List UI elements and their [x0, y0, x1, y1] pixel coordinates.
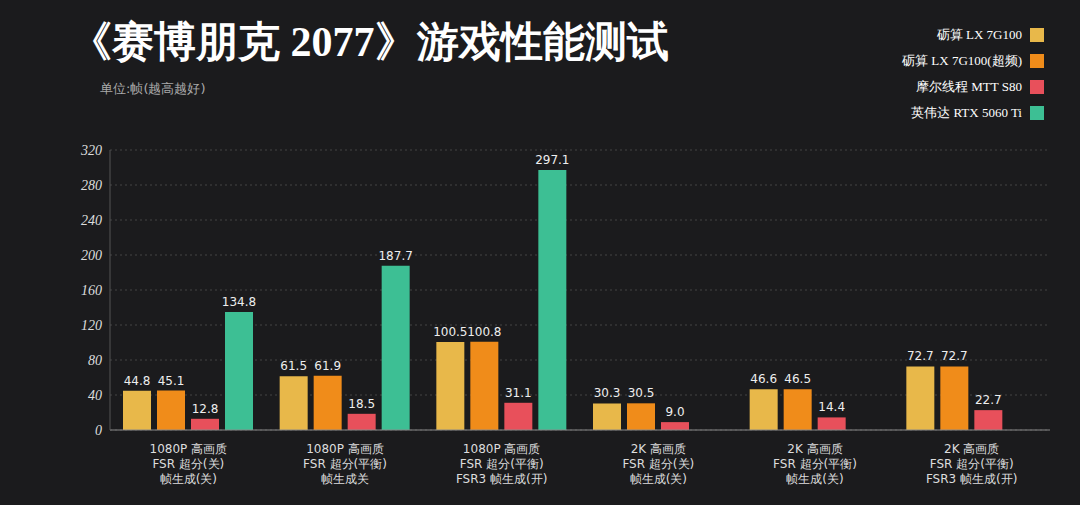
svg-text:46.6: 46.6	[750, 372, 777, 386]
svg-text:134.8: 134.8	[222, 295, 256, 309]
svg-text:31.1: 31.1	[505, 386, 532, 400]
svg-text:72.7: 72.7	[941, 349, 968, 363]
html-text:英伟达 RTX 5060 Ti: 英伟达 RTX 5060 Ti	[911, 105, 1022, 120]
svg-text:200: 200	[81, 248, 102, 263]
svg-text:187.7: 187.7	[378, 249, 412, 263]
svg-text:2K 高画质FSR 超分(平衡)FSR3 帧生成(开): 2K 高画质FSR 超分(平衡)FSR3 帧生成(开)	[926, 442, 1017, 486]
svg-text:320: 320	[80, 143, 102, 158]
svg-text:18.5: 18.5	[348, 397, 375, 411]
svg-text:9.0: 9.0	[665, 405, 684, 419]
svg-text:12.8: 12.8	[192, 402, 219, 416]
svg-text:44.8: 44.8	[124, 374, 151, 388]
html-text:摩尔线程 MTT S80: 摩尔线程 MTT S80	[916, 79, 1022, 94]
svg-text:40: 40	[88, 388, 102, 403]
svg-text:100.8: 100.8	[467, 325, 501, 339]
svg-text:61.5: 61.5	[280, 359, 307, 373]
svg-text:120: 120	[81, 318, 102, 333]
svg-text:0: 0	[95, 423, 102, 438]
svg-text:1080P 高画质FSR 超分(关)帧生成(关): 1080P 高画质FSR 超分(关)帧生成(关)	[150, 442, 228, 486]
svg-text:14.4: 14.4	[818, 400, 845, 414]
svg-text:240: 240	[81, 213, 102, 228]
svg-text:30.3: 30.3	[594, 386, 621, 400]
svg-text:160: 160	[81, 283, 102, 298]
svg-text:2K 高画质FSR 超分(关)帧生成(关): 2K 高画质FSR 超分(关)帧生成(关)	[622, 442, 694, 486]
html-text:砺算 LX 7G100: 砺算 LX 7G100	[936, 27, 1022, 42]
html-text:砺算 LX 7G100(超频): 砺算 LX 7G100(超频)	[902, 53, 1022, 68]
svg-text:100.5: 100.5	[433, 325, 467, 339]
svg-text:46.5: 46.5	[784, 372, 811, 386]
svg-text:72.7: 72.7	[907, 349, 934, 363]
svg-text:1080P 高画质FSR 超分(平衡)FSR3 帧生成(开): 1080P 高画质FSR 超分(平衡)FSR3 帧生成(开)	[456, 442, 547, 486]
svg-text:22.7: 22.7	[975, 393, 1002, 407]
svg-text:45.1: 45.1	[158, 374, 185, 388]
svg-text:280: 280	[81, 178, 102, 193]
svg-text:80: 80	[88, 353, 102, 368]
html-text:《赛博朋克 2077》游戏性能测试: 《赛博朋克 2077》游戏性能测试	[70, 19, 669, 65]
html-text:单位:帧(越高越好): 单位:帧(越高越好)	[100, 81, 206, 96]
svg-text:1080P 高画质FSR 超分(平衡)帧生成关: 1080P 高画质FSR 超分(平衡)帧生成关	[303, 442, 387, 486]
svg-text:2K 高画质FSR 超分(平衡)帧生成(关): 2K 高画质FSR 超分(平衡)帧生成(关)	[773, 442, 857, 486]
svg-text:61.9: 61.9	[314, 359, 341, 373]
svg-text:297.1: 297.1	[535, 153, 569, 167]
svg-text:30.5: 30.5	[628, 386, 655, 400]
